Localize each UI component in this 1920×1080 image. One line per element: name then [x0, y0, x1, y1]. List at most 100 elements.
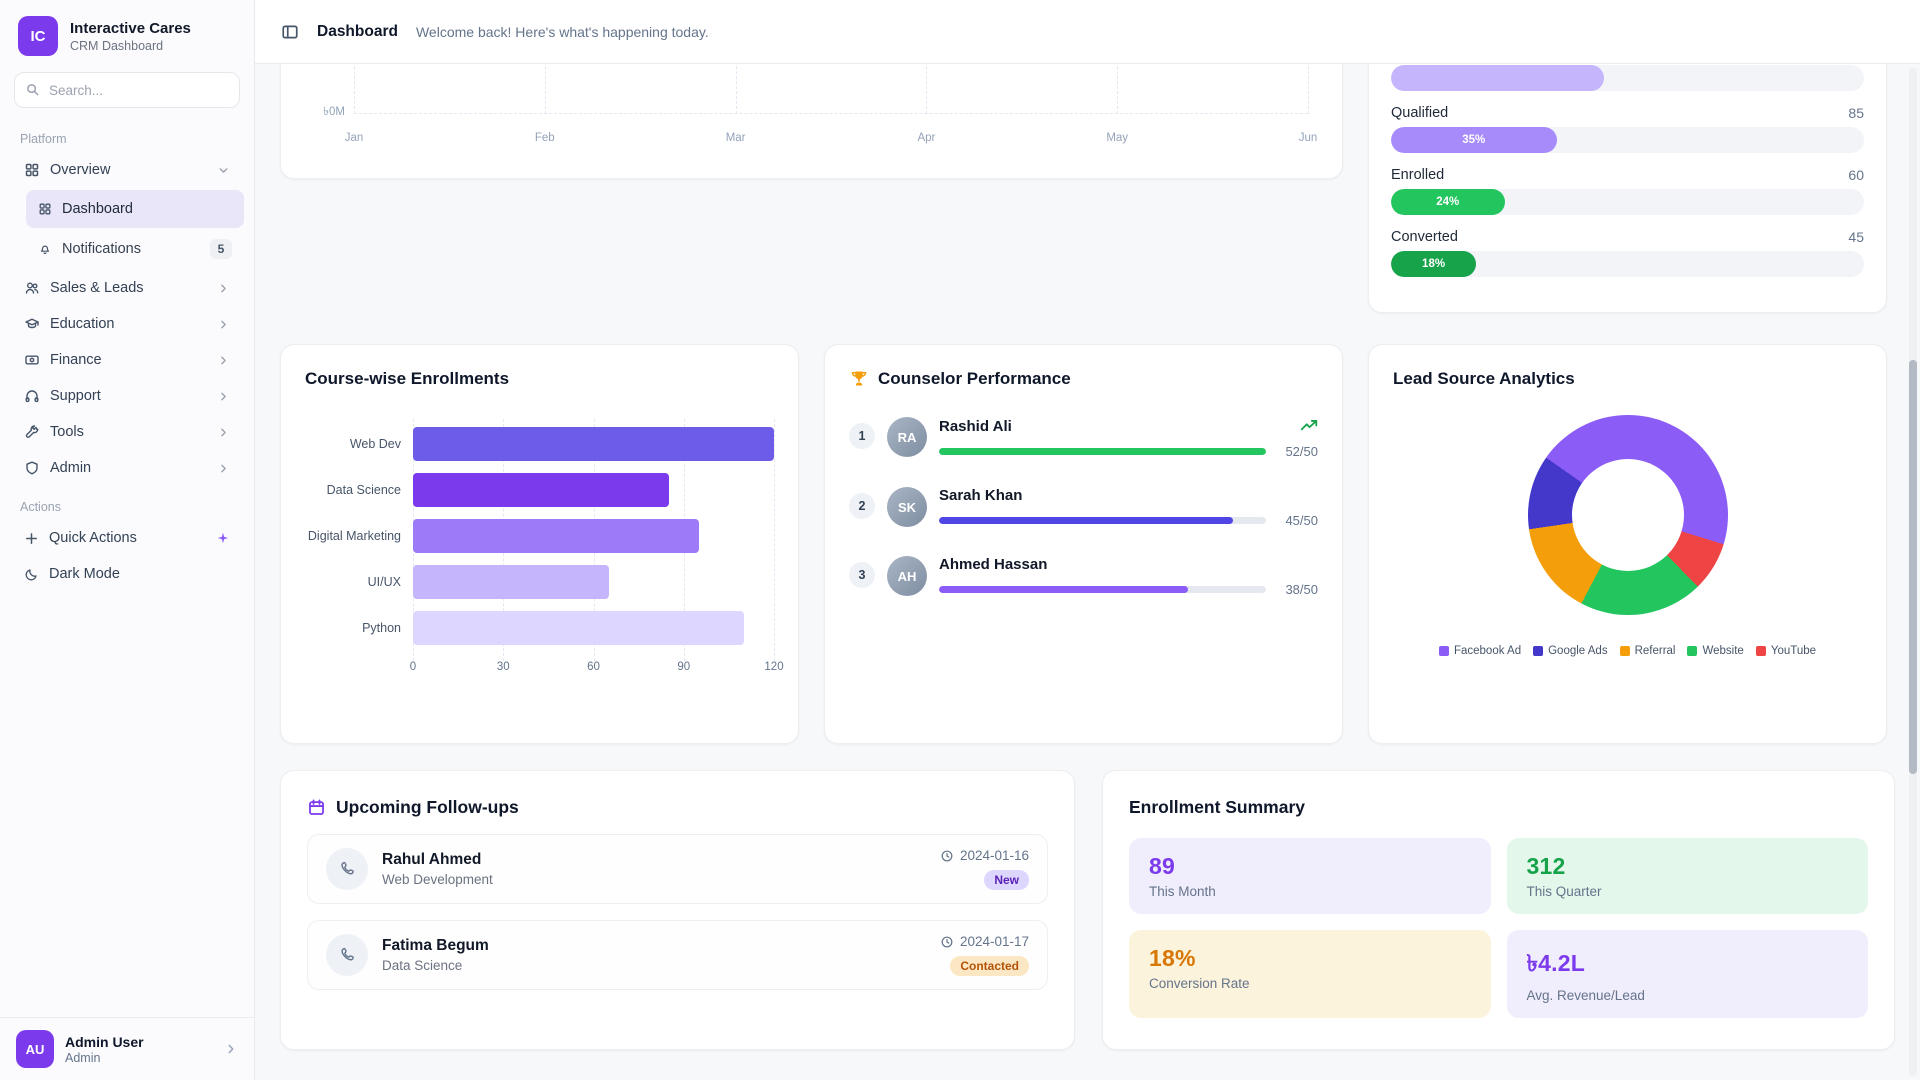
sidebar-item-label: Admin — [50, 460, 92, 476]
bar-category-label: Web Dev — [349, 436, 401, 451]
calendar-icon — [307, 798, 326, 817]
course-enrollments-card: Course-wise Enrollments Web Dev Data Sci… — [280, 344, 799, 744]
progress-bar — [939, 517, 1234, 524]
card-title: Counselor Performance — [878, 369, 1071, 388]
phone-icon — [326, 934, 368, 976]
chevron-down-icon — [217, 164, 230, 177]
sidebar-item-education[interactable]: Education — [8, 306, 246, 342]
legend-swatch — [1687, 646, 1698, 656]
followup-name: Rahul Ahmed — [382, 851, 482, 868]
trending-up-icon — [1300, 417, 1318, 435]
chevron-right-icon — [217, 282, 230, 295]
sidebar-item-admin[interactable]: Admin — [8, 450, 246, 486]
sidebar-item-dashboard[interactable]: Dashboard — [26, 190, 244, 228]
bar[interactable] — [413, 565, 609, 599]
counselor-name: Rashid Ali — [939, 417, 1012, 435]
scrollbar-thumb[interactable] — [1909, 360, 1917, 774]
section-label-platform: Platform — [20, 132, 67, 146]
counselor-performance-card: Counselor Performance 1 RA Rashid Ali 52… — [824, 344, 1343, 744]
counselor-name: Sarah Khan — [939, 487, 1023, 504]
legend-item[interactable]: Website — [1687, 645, 1744, 657]
tile-label: This Month — [1149, 884, 1216, 899]
sidebar-item-label: Finance — [50, 352, 102, 368]
lead-source-donut[interactable] — [1527, 415, 1728, 615]
stage-percent: 18% — [1422, 258, 1446, 270]
banknote-icon — [24, 352, 40, 368]
summary-tile: 18% Conversion Rate — [1129, 930, 1491, 1018]
funnel-bar[interactable]: 35% — [1391, 127, 1557, 153]
funnel-bar[interactable]: 24% — [1391, 189, 1505, 215]
legend-item[interactable]: Referral — [1619, 645, 1676, 657]
legend-item[interactable]: Google Ads — [1533, 645, 1608, 657]
course-bar-chart: Web Dev Data Science Digital Marketing U… — [305, 419, 775, 661]
followup-course: Web Development — [382, 872, 493, 887]
stage-count: 45 — [1848, 229, 1864, 245]
x-tick-label: Feb — [534, 132, 555, 144]
status-badge: New — [984, 870, 1029, 890]
phone-icon — [326, 848, 368, 890]
lead-funnel-card: Qualified 85 35% Enrolled 60 24% Con — [1368, 64, 1887, 313]
rank-badge: 1 — [849, 423, 875, 449]
revenue-chart: Jan Feb Mar Apr May Jun — [345, 64, 1317, 178]
followup-name: Fatima Begum — [382, 937, 489, 954]
followup-row[interactable]: Fatima Begum Data Science 2024-01-17 Con… — [307, 920, 1048, 990]
bar[interactable] — [413, 473, 669, 507]
tile-label: This Quarter — [1526, 884, 1602, 899]
search-icon — [25, 82, 40, 97]
summary-tile: 89 This Month — [1129, 838, 1491, 914]
legend-swatch — [1755, 646, 1766, 656]
bar-category-label: Digital Marketing — [307, 528, 401, 543]
stage-count: 60 — [1848, 167, 1864, 183]
progress-track — [939, 586, 1266, 593]
summary-tile: ৳4.2L Avg. Revenue/Lead — [1506, 930, 1868, 1018]
sidebar-toggle-button[interactable] — [281, 23, 299, 41]
sidebar-item-label: Education — [50, 316, 115, 332]
counselor-row[interactable]: 2 SK Sarah Khan 45/50 — [849, 487, 1318, 528]
app-tagline: CRM Dashboard — [70, 38, 164, 53]
page-subtitle: Welcome back! Here's what's happening to… — [415, 23, 709, 40]
bar[interactable] — [413, 611, 744, 645]
chevron-right-icon — [217, 354, 230, 367]
app-name: Interactive Cares — [70, 19, 191, 37]
stage-label: Enrolled — [1391, 167, 1445, 183]
funnel-track: 18% — [1391, 251, 1864, 277]
bell-icon — [38, 242, 52, 256]
search-input[interactable] — [14, 72, 240, 108]
sidebar-item-finance[interactable]: Finance — [8, 342, 246, 378]
legend-label: Referral — [1634, 645, 1676, 657]
dark-mode-toggle[interactable]: Dark Mode — [8, 556, 246, 592]
donut-legend: Facebook Ad Google Ads Referral Website … — [1393, 645, 1862, 657]
funnel-bar[interactable]: 18% — [1391, 251, 1477, 277]
sidebar-item-support[interactable]: Support — [8, 378, 246, 414]
chevron-right-icon — [217, 462, 230, 475]
user-role: Admin — [65, 1050, 101, 1065]
counselor-row[interactable]: 1 RA Rashid Ali 52/50 — [849, 417, 1318, 459]
sidebar-item-sales-leads[interactable]: Sales & Leads — [8, 270, 246, 306]
sidebar-item-tools[interactable]: Tools — [8, 414, 246, 450]
legend-item[interactable]: Facebook Ad — [1438, 645, 1521, 657]
zero-gridline — [354, 113, 1308, 114]
legend-item[interactable]: YouTube — [1755, 645, 1816, 657]
followup-date: 2024-01-16 — [959, 848, 1029, 863]
funnel-track — [1391, 65, 1864, 91]
plus-icon — [24, 531, 39, 546]
tile-label: Conversion Rate — [1149, 976, 1250, 991]
counselor-row[interactable]: 3 AH Ahmed Hassan 38/50 — [849, 556, 1318, 597]
x-tick-label: May — [1106, 132, 1129, 144]
progress-bar — [939, 448, 1266, 455]
chevron-right-icon — [224, 1042, 238, 1056]
sidebar-item-notifications[interactable]: Notifications 5 — [26, 230, 244, 268]
sparkles-icon — [216, 531, 230, 545]
legend-swatch — [1533, 646, 1544, 656]
legend-label: Website — [1702, 645, 1744, 657]
funnel-partial-bar[interactable] — [1391, 65, 1604, 91]
user-menu[interactable]: AU Admin User Admin — [0, 1017, 254, 1080]
bar[interactable] — [413, 427, 774, 461]
bar[interactable] — [413, 519, 699, 553]
quick-actions-button[interactable]: Quick Actions — [8, 520, 246, 556]
stage-label: Converted — [1391, 229, 1458, 245]
funnel-stage: Converted 45 18% — [1391, 229, 1864, 277]
sidebar-item-overview[interactable]: Overview — [8, 152, 246, 188]
vertical-scrollbar[interactable] — [1909, 68, 1917, 1076]
followup-row[interactable]: Rahul Ahmed Web Development 2024-01-16 N… — [307, 834, 1048, 904]
